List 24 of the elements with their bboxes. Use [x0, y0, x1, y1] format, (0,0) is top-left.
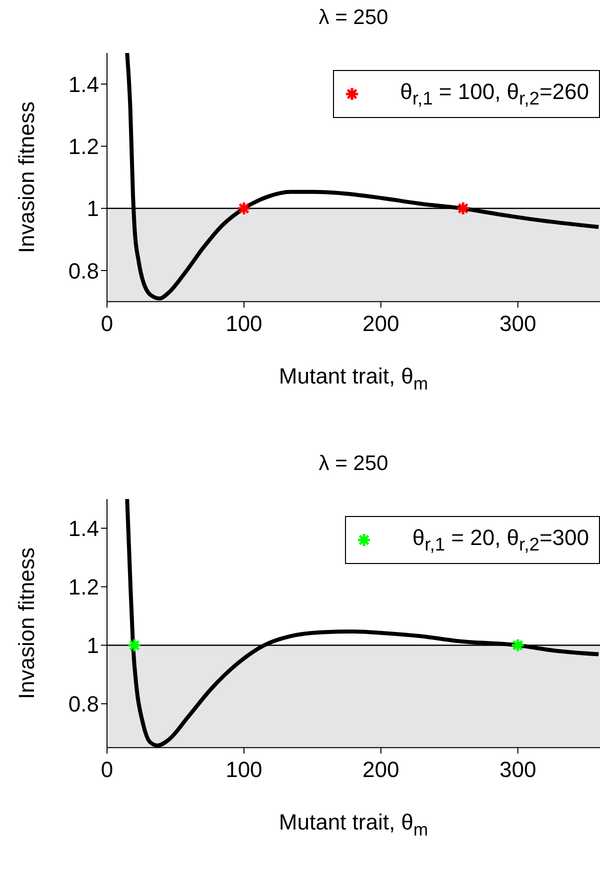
- x-tick-label: 200: [362, 311, 400, 336]
- x-axis-title: Mutant trait, θ$_{m}$: [278, 810, 428, 840]
- y-axis-title: Invasion fitness: [14, 101, 39, 254]
- y-tick-label: 1.4: [68, 516, 99, 542]
- legend-label: θ$_{r,1}$ = 100, θ$_{r,2}$=260: [400, 79, 589, 110]
- x-tick-label: 300: [499, 757, 536, 782]
- y-tick-label: 0.8: [68, 258, 99, 284]
- chart-title: λ = 250: [318, 6, 390, 30]
- y-tick-label: 1: [86, 196, 99, 222]
- y-axis-title: Invasion fitness: [14, 547, 39, 700]
- x-tick-label: 300: [499, 311, 536, 336]
- y-tick-label: 1.4: [68, 72, 99, 97]
- x-tick-label: 0: [100, 757, 114, 782]
- x-tick-label: 100: [226, 757, 262, 782]
- x-axis-title: Mutant trait, θ$_{m}$: [278, 364, 428, 394]
- y-tick-label: 1: [86, 633, 99, 658]
- x-tick-label: 100: [226, 311, 262, 336]
- legend-label: θ$_{r,1}$ = 20, θ$_{r,2}$=300: [412, 525, 589, 556]
- y-tick-label: 1.2: [68, 574, 99, 600]
- y-tick-label: 1.2: [68, 134, 99, 160]
- x-tick-label: 200: [362, 757, 400, 782]
- y-tick-label: 0.8: [68, 692, 99, 717]
- chart-title: λ = 250: [318, 452, 390, 476]
- x-tick-label: 0: [100, 311, 114, 336]
